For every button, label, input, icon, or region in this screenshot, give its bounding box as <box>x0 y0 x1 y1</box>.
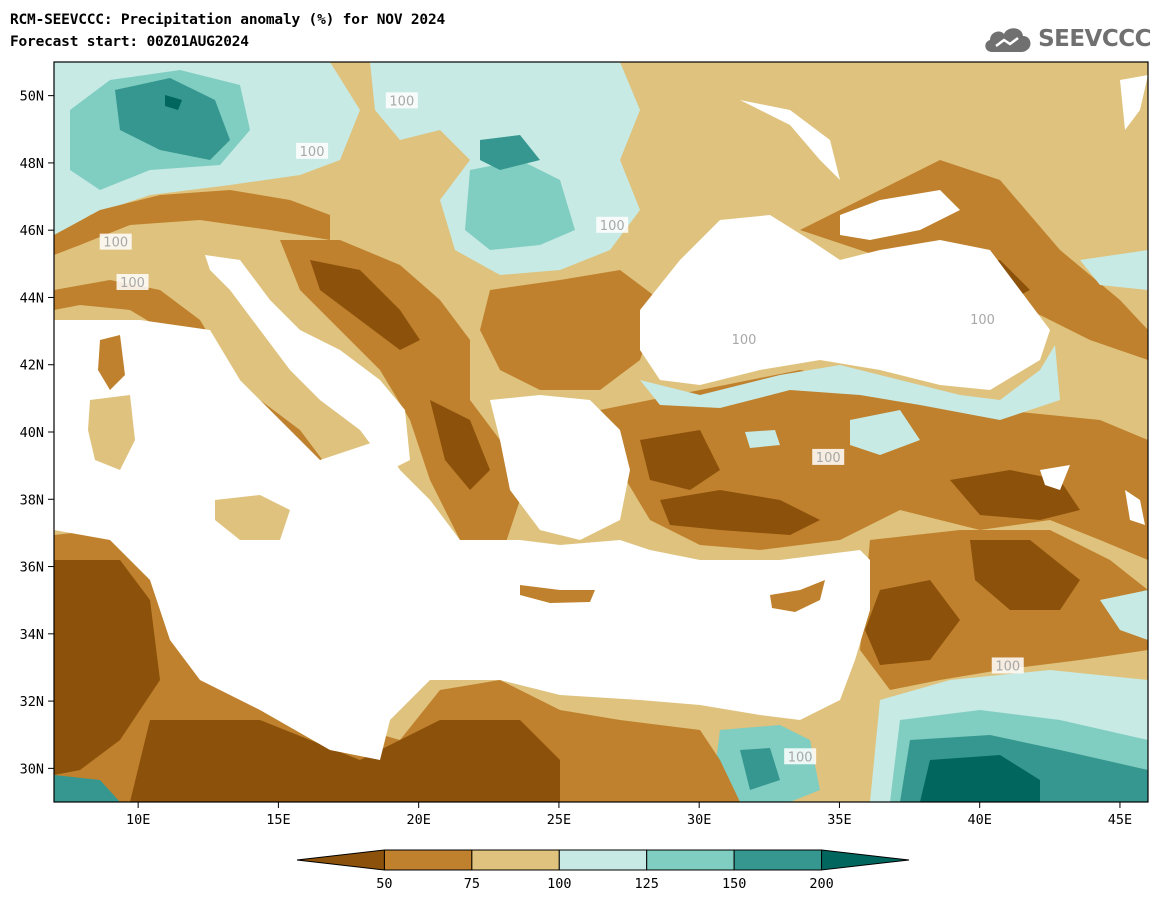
wet-spot-central-turkey <box>850 410 920 455</box>
very-dry-spot-turkey-west <box>640 430 720 490</box>
very-dry-area-greece <box>430 400 490 490</box>
colorbar-segment <box>646 849 735 871</box>
colorbar-label: 100 <box>547 876 571 892</box>
lat-tick-label: 50N <box>20 89 44 105</box>
very-dry-area-croatia <box>310 260 420 350</box>
contour-label-bg <box>728 331 761 348</box>
reservoir-dnieper <box>740 100 840 180</box>
latitude-axis: 50N 48N 46N 44N 42N 40N 38N 36N 34N 32N 30N <box>20 89 54 777</box>
contour-label: 100 <box>300 145 325 160</box>
lat-tick-label: 48N <box>20 156 44 172</box>
sardinia <box>88 395 135 470</box>
seevccc-logo: SEEVCCC <box>982 22 1151 56</box>
contour-label: 100 <box>970 313 995 328</box>
colorbar-label: 125 <box>635 876 659 892</box>
lon-tick-label: 45E <box>1108 812 1132 828</box>
contour-label: 100 <box>103 236 128 251</box>
lat-tick-label: 38N <box>20 492 44 508</box>
forecast-start-label: Forecast start: 00Z01AUG2024 <box>10 34 249 50</box>
colorbar: 50 75 100 125 150 200 <box>296 849 910 892</box>
contour-label-bg <box>385 92 418 109</box>
very-dry-spot-syria-west <box>865 580 960 665</box>
colorbar-segment <box>296 849 385 871</box>
very-dry-area-libya <box>130 720 560 802</box>
very-wet-area-germany <box>115 78 230 160</box>
contour-label-bg <box>991 657 1024 674</box>
colorbar-segment <box>733 849 823 871</box>
lon-tick-label: 25E <box>547 812 571 828</box>
contour-label-bg <box>784 748 817 765</box>
lat-tick-label: 34N <box>20 627 44 643</box>
lat-tick-label: 46N <box>20 223 44 239</box>
cloud-icon <box>985 28 1031 52</box>
lon-tick-label: 20E <box>406 812 430 828</box>
wet-spot-algeria <box>54 775 120 802</box>
wet-coast-black-sea <box>640 345 1060 420</box>
dry-band-alps <box>54 190 330 255</box>
wet-spot-iran <box>1100 590 1148 640</box>
colorbar-label: 50 <box>376 876 392 892</box>
wet-spot-caucasus <box>1080 250 1148 290</box>
contour-label-bg <box>812 448 845 465</box>
lat-tick-label: 42N <box>20 358 44 374</box>
very-dry-area-tunisia <box>54 560 160 775</box>
lon-tick-label: 30E <box>687 812 711 828</box>
map-title: RCM-SEEVCCC: Precipitation anomaly (%) f… <box>10 12 446 28</box>
contour-label-bg <box>296 142 329 159</box>
very-dry-spot-syria-east <box>970 540 1080 610</box>
contour-label: 100 <box>788 750 813 765</box>
contour-label: 100 <box>732 333 757 348</box>
dry-area-balkans <box>280 240 520 560</box>
contour-label: 100 <box>600 219 625 234</box>
sea-of-azov <box>840 190 960 240</box>
contour-labels: 100 100 100 100 100 100 100 100 100 100 <box>99 92 1024 765</box>
sicily <box>215 495 290 540</box>
lake-urmia <box>1125 490 1145 525</box>
lake-patch-russia <box>1120 75 1148 130</box>
dry-area-bulgaria <box>480 270 660 390</box>
contour-label: 100 <box>995 659 1020 674</box>
wet-spot-turkey-2 <box>745 430 780 448</box>
lon-tick-label: 35E <box>827 812 851 828</box>
lat-tick-label: 44N <box>20 290 44 306</box>
logo-text: SEEVCCC <box>1038 26 1151 52</box>
wet-area-romania-north <box>465 160 575 250</box>
extreme-wet-spot-germany <box>165 95 182 110</box>
contour-label-bg <box>966 311 999 327</box>
extreme-wet-area-arabia <box>920 755 1040 802</box>
lat-tick-label: 30N <box>20 761 44 777</box>
lon-tick-label: 10E <box>126 812 150 828</box>
contour-label-bg <box>116 274 149 290</box>
colorbar-segment <box>383 849 473 871</box>
cyprus <box>770 580 825 612</box>
colorbar-label: 200 <box>809 876 833 892</box>
crete <box>520 585 595 603</box>
very-dry-spot-turkey-south <box>660 490 820 535</box>
contour-label-bg <box>596 216 629 233</box>
map-fields <box>54 62 1148 802</box>
very-wet-spot-sinai <box>740 748 780 790</box>
colorbar-label: 75 <box>464 876 480 892</box>
corsica <box>98 335 125 390</box>
adriatic-sea <box>205 255 410 470</box>
lat-tick-label: 36N <box>20 560 44 576</box>
lon-tick-label: 40E <box>967 812 991 828</box>
contour-label-bg <box>99 233 132 250</box>
contour-label: 100 <box>816 451 841 466</box>
mediterranean-sea <box>54 320 870 760</box>
contour-label: 100 <box>389 94 414 109</box>
lat-tick-label: 40N <box>20 425 44 441</box>
colorbar-segment <box>821 849 910 871</box>
contour-label: 100 <box>120 276 145 291</box>
colorbar-label: 150 <box>722 876 746 892</box>
lon-tick-label: 15E <box>266 812 290 828</box>
very-wet-spot-poland <box>480 135 540 170</box>
colorbar-segment <box>471 849 560 871</box>
lake-van <box>1040 465 1070 490</box>
lat-tick-label: 32N <box>20 694 44 710</box>
aegean-sea <box>490 395 630 540</box>
colorbar-segment <box>558 849 648 871</box>
longitude-axis: 10E 15E 20E 25E 30E 35E 40E 45E <box>126 802 1132 828</box>
